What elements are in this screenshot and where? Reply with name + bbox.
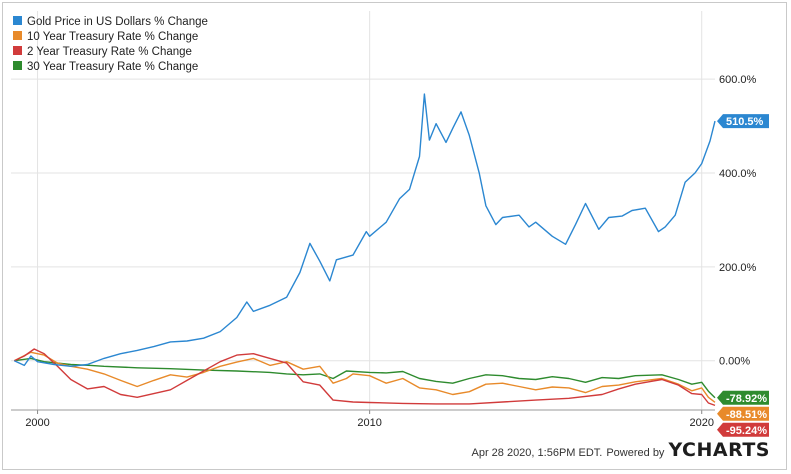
timestamp: Apr 28 2020, 1:56PM EDT. — [471, 447, 603, 459]
end-label-flag — [717, 422, 769, 437]
end-value-label: 510.5% — [726, 116, 764, 128]
y-tick-label: 600.0% — [719, 74, 757, 86]
y-axis: 600.0% 400.0% 200.0% 0.00% — [719, 74, 757, 368]
legend-swatch — [13, 46, 22, 55]
x-axis: 2000 2010 2020 — [11, 409, 715, 429]
legend-swatch — [13, 16, 22, 25]
chart-frame: 2000 2010 2020 600.0% 400.0% 200.0% 0.00% 510… — [2, 2, 787, 470]
end-label-flag — [717, 114, 769, 129]
chart-footer: Apr 28 2020, 1:56PM EDT. Powered by YCHA… — [471, 439, 770, 461]
y-tick-label: 400.0% — [719, 168, 757, 180]
legend-label: 30 Year Treasury Rate % Change — [27, 61, 198, 73]
series-lines — [13, 93, 716, 407]
legend-label: Gold Price in US Dollars % Change — [27, 16, 208, 28]
legend-label: 2 Year Treasury Rate % Change — [27, 46, 192, 58]
end-label-flag — [717, 390, 769, 405]
y-tick-label: 200.0% — [719, 262, 757, 274]
y-tick-label: 0.00% — [719, 356, 750, 368]
series-line — [13, 351, 716, 403]
powered-by-text: Powered by — [606, 447, 665, 459]
legend: Gold Price in US Dollars % Change 10 Year… — [13, 16, 208, 73]
end-label-flag — [717, 406, 769, 421]
series-line — [14, 93, 716, 367]
x-tick-label: 2000 — [25, 417, 49, 429]
line-chart: 2000 2010 2020 600.0% 400.0% 200.0% 0.00% 510… — [11, 11, 769, 437]
x-tick-label: 2020 — [689, 417, 713, 429]
gridlines — [11, 11, 715, 410]
ycharts-logo: YCHARTS — [668, 439, 770, 461]
legend-swatch — [13, 61, 22, 70]
legend-label: 10 Year Treasury Rate % Change — [27, 31, 198, 43]
end-value-label: -78.92% — [726, 393, 767, 405]
x-tick-label: 2010 — [357, 417, 381, 429]
end-value-label: -95.24% — [726, 425, 767, 437]
series-line — [14, 348, 716, 407]
end-value-label: -88.51% — [726, 409, 767, 421]
series-line — [14, 357, 716, 399]
end-labels: 510.5% -88.51% -95.24% -78.92% — [717, 114, 769, 437]
legend-swatch — [13, 31, 22, 40]
